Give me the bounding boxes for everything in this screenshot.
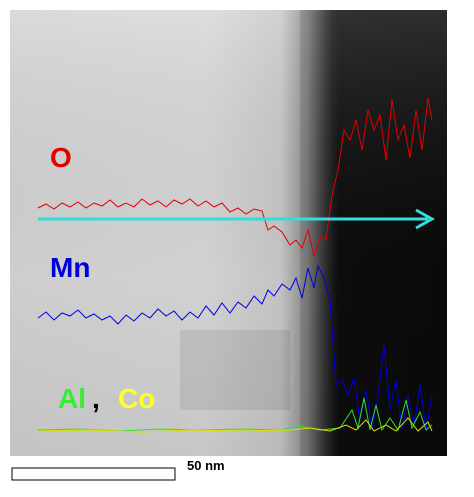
micrograph-figure: O Mn Al , Co 50 nm xyxy=(0,0,474,497)
manganese-label: Mn xyxy=(50,252,90,283)
cobalt-label: Co xyxy=(118,383,155,414)
oxygen-label: O xyxy=(50,142,72,173)
scale-bar-label: 50 nm xyxy=(187,458,225,473)
separator: , xyxy=(92,383,100,414)
aluminum-label: Al xyxy=(58,383,86,414)
scale-bar xyxy=(12,468,175,480)
